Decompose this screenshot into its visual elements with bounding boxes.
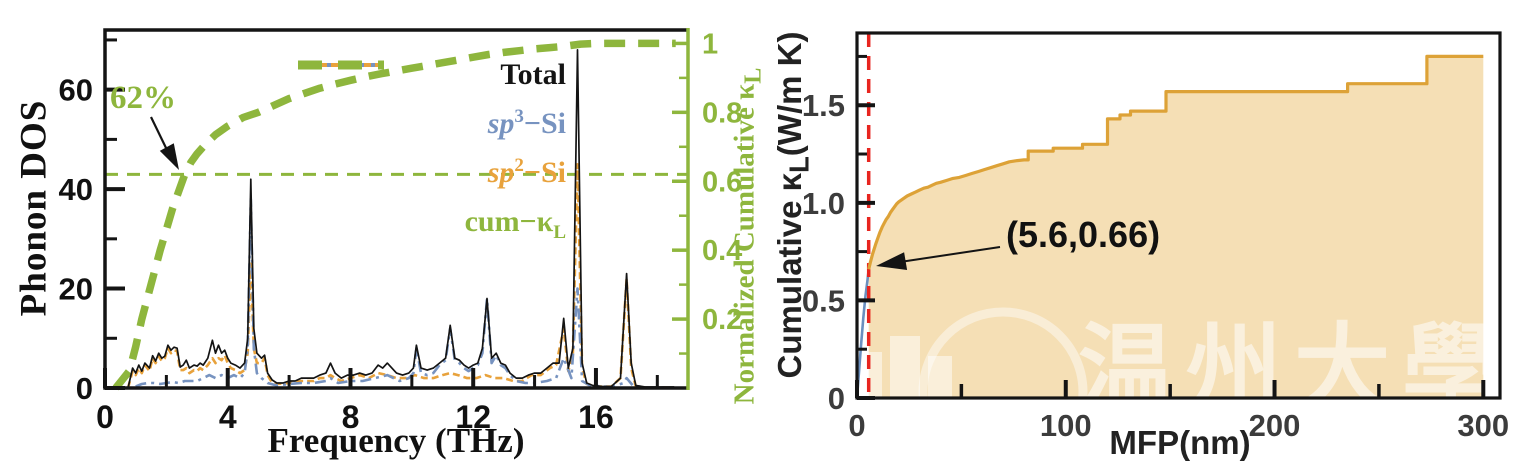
- x-tick-label: 0: [848, 408, 865, 443]
- y-tick-label: 40: [59, 172, 93, 207]
- arrow-62-head: [159, 143, 179, 170]
- y-tick-label: 1.0: [802, 186, 845, 221]
- arrow-point-line: [899, 246, 1001, 263]
- cumulative-kl-chart: 温州大學 0 100 200 300 0 0.5 1.0 1.5: [802, 31, 1510, 471]
- watermark-seal-bar: [928, 356, 952, 398]
- series-sp3-Si: [135, 197, 675, 389]
- y-tick-label: 0: [828, 381, 845, 416]
- series-cumulative-kL: [867, 54, 1484, 270]
- watermark-seal-ring: [918, 307, 1088, 471]
- series-sp2-Si: [126, 163, 675, 389]
- arrow-62-line: [150, 116, 169, 153]
- series-cum-kappaL: [112, 39, 676, 391]
- x-tick-label: 16: [578, 399, 614, 435]
- left-panel-phonon-dos: 0 4 8 12 16 0 20 40 60 0.2 0.4 0.6 0.8 1 Phonon DOS N…: [0, 0, 766, 471]
- y-tick-label: 0.5: [802, 283, 845, 318]
- x-tick-label: 12: [455, 399, 491, 435]
- watermark: 温州大學: [856, 307, 1510, 471]
- x-tick-label: 200: [1249, 408, 1301, 443]
- series-initial-segment: [855, 269, 870, 399]
- kappa-tick-label: 0.6: [702, 166, 742, 198]
- kappa-tick-label: 0.8: [702, 97, 742, 129]
- x-tick-label: 4: [219, 399, 237, 435]
- watermark-text: 温州大學: [1078, 316, 1510, 423]
- arrow-point-head: [876, 252, 908, 270]
- x-tick-label: 8: [342, 399, 360, 435]
- x-tick-label: 300: [1457, 408, 1509, 443]
- y-tick-label: 0: [76, 371, 93, 406]
- phonon-dos-chart: 0 4 8 12 16 0 20 40 60 0.2 0.4 0.6 0.8 1: [59, 28, 742, 435]
- y-tick-label: 20: [59, 272, 93, 307]
- axis-frame: [103, 28, 688, 390]
- kappa-tick-label: 1: [702, 28, 718, 60]
- series-Total: [127, 49, 675, 389]
- x-tick-label: 100: [1040, 408, 1092, 443]
- axis-frame: [855, 31, 1502, 400]
- kappa-tick-label: 0.4: [702, 235, 742, 267]
- x-tick-label: 0: [96, 399, 114, 435]
- right-panel-cumulative-kl: 温州大學 0 100 200 300 0 0.5 1.0 1.5 Cumulative κL(W…: [760, 0, 1522, 471]
- area-fill: [868, 56, 1484, 399]
- watermark-seal-bar: [890, 336, 920, 398]
- y-tick-label: 60: [59, 73, 93, 108]
- kappa-tick-label: 0.2: [702, 304, 742, 336]
- y-tick-label: 1.5: [802, 88, 845, 123]
